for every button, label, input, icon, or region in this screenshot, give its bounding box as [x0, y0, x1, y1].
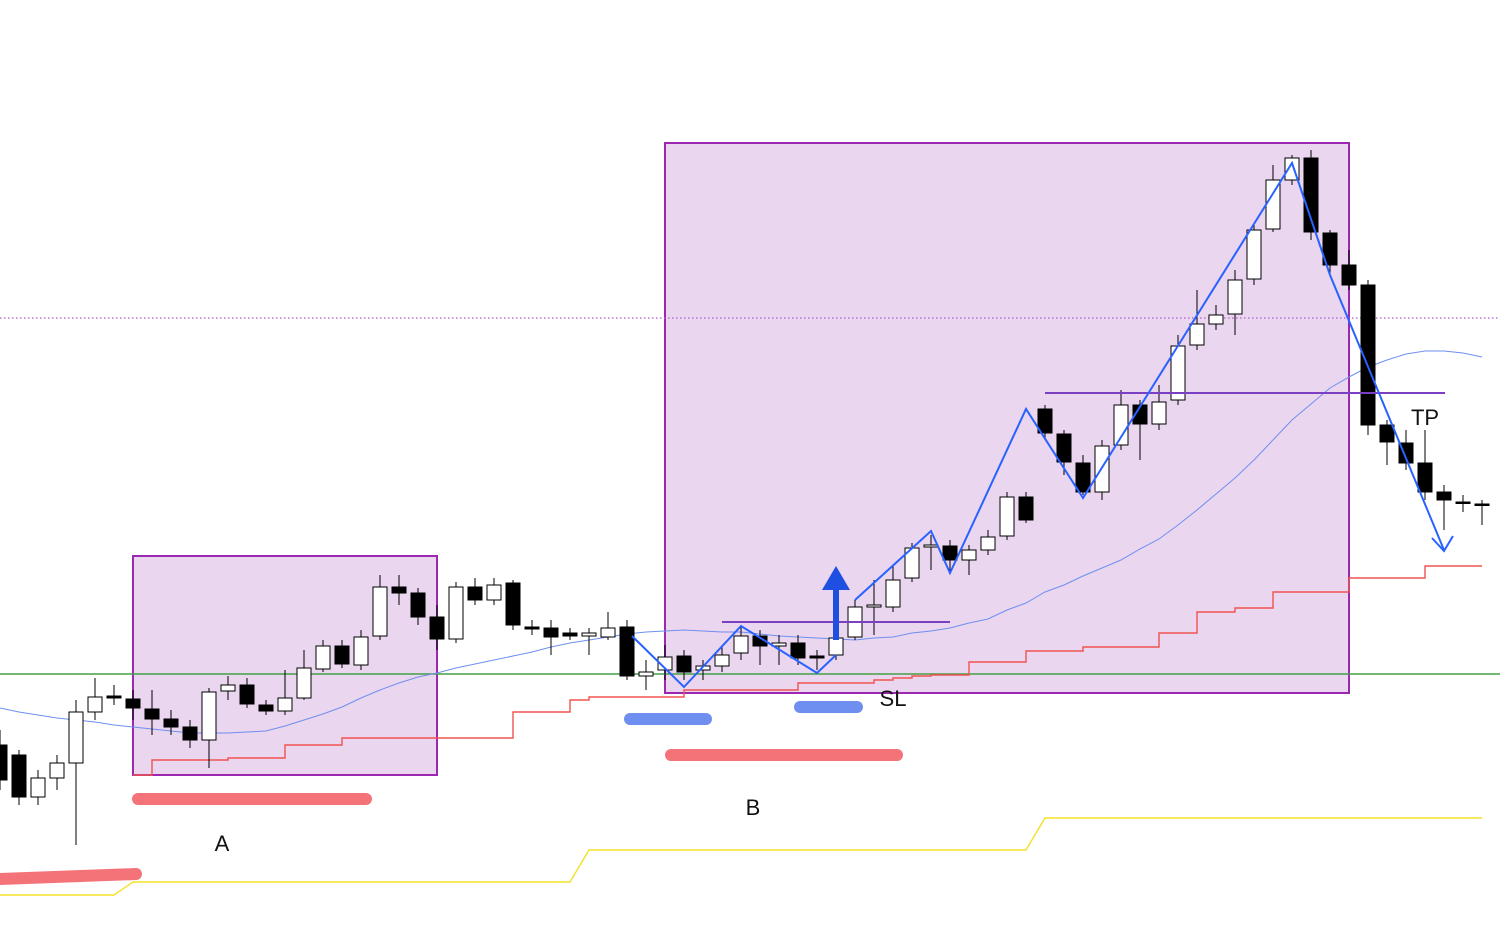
candle-body	[676, 655, 692, 673]
zigzag	[854, 160, 1445, 601]
candle-body	[182, 726, 198, 741]
candle-body	[429, 616, 445, 640]
annotation: SL	[880, 686, 907, 711]
candle-body	[315, 645, 331, 670]
candle-body	[714, 654, 730, 667]
candle-body	[505, 582, 521, 626]
candle-body	[961, 549, 977, 561]
candle-body	[334, 645, 350, 665]
candle-body	[448, 586, 464, 640]
candle-body	[1227, 279, 1243, 315]
candle-body	[277, 697, 293, 712]
candle-body	[1075, 462, 1091, 493]
candle-body	[1056, 433, 1072, 463]
candle-body	[790, 642, 806, 659]
candle-body	[543, 627, 559, 638]
candle-body	[733, 635, 749, 654]
indicator-line	[133, 565, 1482, 776]
candle-body	[467, 586, 483, 601]
candle-body	[999, 496, 1015, 537]
arrow-head	[822, 566, 850, 590]
candle-body	[30, 777, 46, 798]
annotation: B	[746, 795, 761, 820]
candle-body	[372, 586, 388, 637]
candle-body	[239, 684, 255, 705]
candle-body	[410, 592, 426, 618]
candle-body	[524, 626, 540, 630]
candle-body	[0, 744, 8, 781]
candle-body	[581, 632, 597, 637]
candle-body	[1151, 401, 1167, 425]
candle-body	[1417, 462, 1433, 493]
candle-body	[638, 671, 654, 677]
candle-body	[68, 711, 84, 764]
candle-body	[1341, 264, 1357, 286]
candle-body	[980, 536, 996, 551]
candle-body	[942, 545, 958, 561]
candle-body	[1303, 157, 1319, 233]
candle-body	[486, 584, 502, 601]
candle-body	[809, 655, 825, 659]
candle-body	[49, 762, 65, 779]
candle-body	[1246, 229, 1262, 280]
candle-body	[1360, 284, 1376, 426]
candle-body	[391, 586, 407, 594]
candle-body	[1018, 496, 1034, 521]
candle-body	[1322, 232, 1338, 266]
candle-body	[1113, 404, 1129, 446]
candle-body	[1474, 503, 1490, 506]
candle-body	[923, 544, 939, 548]
candle-body	[828, 637, 844, 656]
candle-body	[125, 698, 141, 709]
candle-body	[87, 696, 103, 713]
candle-body	[11, 754, 27, 798]
candle-body	[1037, 408, 1053, 434]
candle-body	[296, 667, 312, 699]
candle-body	[220, 684, 236, 692]
zone-box	[132, 555, 438, 776]
zone-box	[664, 142, 1350, 694]
candle-body	[1208, 314, 1224, 325]
drawings: A B SL TP	[0, 160, 1454, 885]
indicator-line	[0, 817, 1482, 896]
arrow-head	[1431, 535, 1454, 553]
annotation: TP	[1411, 405, 1439, 430]
candle-body	[885, 579, 901, 608]
marker-bar	[0, 868, 142, 885]
candle-body	[258, 704, 274, 712]
candle-body	[1455, 501, 1471, 504]
candle-body	[1436, 491, 1452, 501]
candle-body	[163, 718, 179, 728]
candle-body	[866, 604, 882, 608]
annotation: A	[215, 831, 230, 856]
candle-body	[201, 691, 217, 741]
candle-body	[1379, 424, 1395, 443]
candle-body	[619, 626, 635, 677]
candle-body	[144, 708, 160, 720]
boxes	[132, 142, 1350, 776]
candle-body	[1189, 323, 1205, 346]
candle-body	[657, 656, 673, 671]
candle-body	[600, 627, 616, 638]
candle-body	[562, 632, 578, 637]
zigzag	[631, 624, 837, 689]
candle-body	[353, 636, 369, 666]
candle-body	[106, 695, 122, 699]
